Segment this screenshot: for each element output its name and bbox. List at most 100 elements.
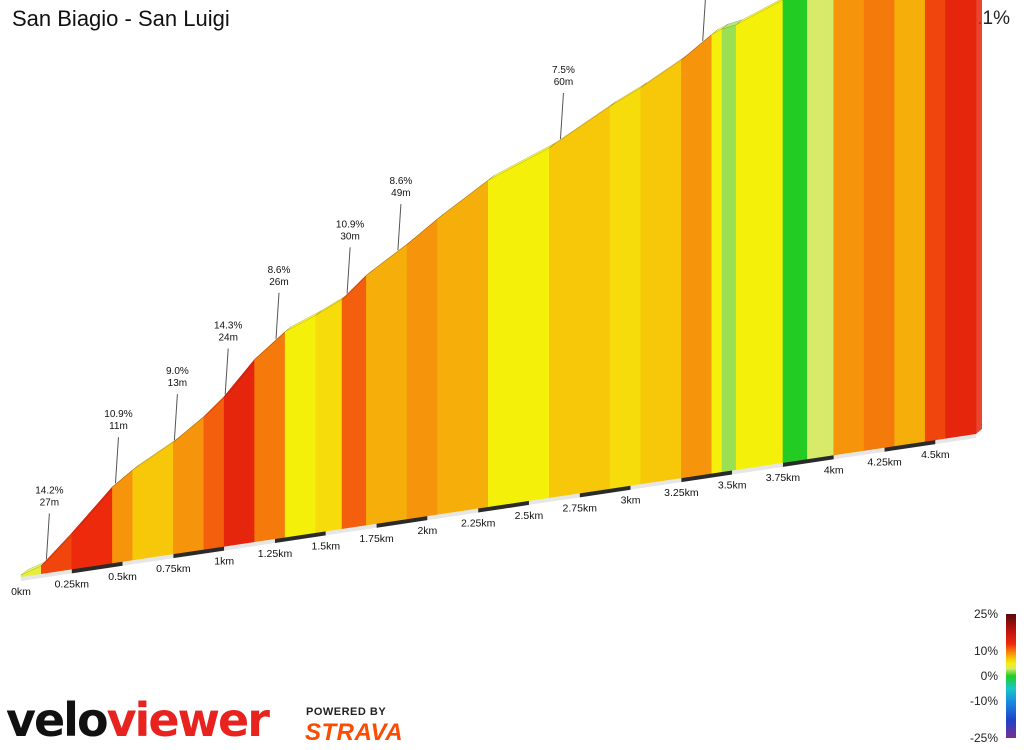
gradient-segment [924, 0, 946, 442]
axis-band [21, 569, 72, 581]
gradient-segment [833, 0, 865, 456]
x-tick-label: 0.25km [55, 578, 90, 590]
legend-label: 0% [981, 669, 999, 683]
annotation-grade: 14.2% [35, 485, 63, 496]
x-tick-label: 0km [11, 586, 31, 598]
axis-band [274, 531, 326, 543]
gradient-segment [711, 28, 723, 474]
chart-title: San Biagio - San Luigi [12, 6, 230, 31]
x-tick-label: 4.25km [867, 457, 902, 469]
legend-label: -10% [970, 694, 998, 708]
annotation-length: 24m [218, 333, 237, 344]
annotation-length: 26m [269, 277, 288, 288]
x-tick-label: 1.25km [258, 548, 293, 560]
gradient-segment [341, 274, 367, 530]
gradient-segment [223, 358, 255, 547]
axis-band [427, 508, 479, 521]
x-tick-label: 1.5km [311, 540, 340, 552]
gradient-segment [203, 395, 225, 550]
annotation-grade: 7.5% [552, 65, 575, 76]
annotation-length: 11m [109, 421, 128, 432]
strava-logo: STRAVA [305, 719, 404, 746]
x-tick-label: 2.75km [563, 502, 598, 514]
gradient-segment [735, 0, 784, 471]
axis-band [528, 493, 580, 505]
x-tick-label: 1km [214, 556, 234, 568]
gradient-segments [20, 0, 982, 578]
gradient-segment [807, 0, 835, 460]
profile-end-cap [976, 0, 982, 434]
annotation-grade: 10.9% [104, 409, 132, 420]
x-tick-label: 0.5km [108, 571, 137, 583]
axis-band [376, 516, 428, 528]
legend-label: -25% [970, 731, 998, 745]
annotation-length: 13m [168, 378, 187, 389]
gradient-segment [132, 441, 174, 561]
gradient-segment [254, 330, 286, 543]
x-tick-label: 4km [824, 464, 844, 476]
axis-band [325, 523, 377, 536]
annotation-leader [275, 292, 280, 339]
x-axis-ticks: 0km 0.25km 0.5km 0.75km 1km 1.25km 1.5km 1.75km… [11, 449, 950, 598]
gradient-segment [863, 0, 896, 452]
gradient-segment [721, 24, 737, 473]
x-tick-label: 3.75km [766, 472, 801, 484]
gradient-legend: 25% 10% 0% -10% -25% [970, 607, 1016, 745]
gradient-segment [366, 243, 408, 526]
annotation-grade: 14.3% [214, 321, 242, 332]
axis-band [732, 462, 783, 475]
annotation-length: 49m [391, 188, 410, 199]
gradient-segment [315, 298, 343, 534]
axis-ribbon [21, 434, 976, 581]
axis-band [71, 561, 123, 574]
branding: veloviewer POWERED BY STRAVA [6, 690, 426, 750]
x-tick-label: 1.75km [359, 533, 394, 545]
axis-band [782, 455, 834, 467]
annotation-leader [346, 247, 351, 294]
annotation-leader [224, 348, 229, 395]
annotation-leader [173, 394, 178, 441]
gradient-segment [894, 0, 926, 447]
gradient-segment [681, 33, 713, 479]
axis-band [884, 440, 936, 452]
legend-color-bar [1006, 614, 1016, 738]
gradient-annotations: 14.2%27m10.9%11m9.0%13m14.3%24m8.6%26m10… [35, 0, 706, 560]
gradient-segment [112, 469, 134, 564]
axis-band [579, 485, 631, 498]
axis-band [681, 470, 733, 483]
annotation-leader [114, 437, 119, 484]
axis-band [122, 554, 174, 566]
axis-band [173, 546, 225, 559]
legend-label: 10% [974, 644, 998, 658]
x-tick-label: 2km [417, 525, 437, 537]
gradient-segment [437, 179, 489, 515]
x-tick-label: 2.5km [515, 510, 544, 522]
powered-by-label: POWERED BY [306, 706, 387, 718]
gradient-segment-top [736, 0, 784, 25]
gradient-segment [609, 87, 642, 490]
annotation-length: 30m [340, 231, 359, 242]
x-tick-label: 3.25km [664, 487, 699, 499]
axis-band [935, 434, 976, 445]
gradient-segment [173, 416, 205, 555]
annotation-grade: 8.6% [268, 265, 291, 276]
gradient-segment [284, 314, 316, 538]
x-tick-label: 3km [621, 495, 641, 507]
annotation-length: 27m [40, 497, 59, 508]
annotation-length: 60m [554, 77, 573, 88]
axis-band [224, 538, 275, 551]
annotation-leader [702, 0, 706, 41]
annotation-leader [45, 513, 50, 560]
axis-band [630, 478, 682, 490]
x-tick-label: 2.25km [461, 518, 496, 530]
gradient-segment [488, 147, 550, 508]
x-tick-label: 0.75km [156, 563, 191, 575]
gradient-segment [548, 105, 611, 499]
gradient-segment [640, 59, 682, 485]
annotation-grade: 8.6% [390, 176, 413, 187]
gradient-segment [945, 0, 977, 439]
annotation-leader [397, 204, 402, 251]
x-tick-label: 4.5km [921, 449, 950, 461]
legend-label: 25% [974, 607, 998, 621]
